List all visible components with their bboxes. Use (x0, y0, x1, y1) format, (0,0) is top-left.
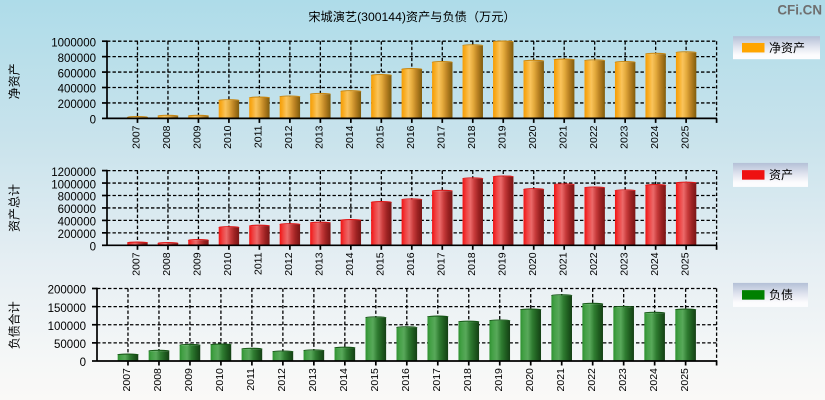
svg-text:2020: 2020 (524, 368, 536, 392)
svg-text:1200000: 1200000 (51, 167, 96, 179)
svg-text:50000: 50000 (54, 339, 86, 351)
svg-text:100000: 100000 (48, 321, 86, 333)
svg-text:0: 0 (80, 357, 86, 369)
svg-text:2017: 2017 (435, 125, 447, 149)
svg-text:2016: 2016 (400, 368, 412, 392)
svg-text:800000: 800000 (58, 53, 96, 65)
svg-text:200000: 200000 (58, 229, 96, 241)
svg-text:负债合计: 负债合计 (7, 301, 22, 349)
svg-text:2019: 2019 (493, 368, 505, 392)
svg-text:800000: 800000 (58, 192, 96, 204)
svg-text:2022: 2022 (586, 368, 598, 392)
svg-text:0: 0 (90, 115, 96, 127)
svg-text:2025: 2025 (679, 252, 691, 276)
svg-text:2024: 2024 (649, 252, 661, 276)
svg-text:2016: 2016 (405, 252, 417, 276)
svg-text:2007: 2007 (131, 252, 143, 276)
svg-text:2021: 2021 (557, 252, 569, 276)
svg-text:2023: 2023 (618, 125, 630, 149)
svg-text:2018: 2018 (462, 368, 474, 392)
svg-text:资产: 资产 (769, 168, 793, 182)
svg-text:2013: 2013 (307, 368, 319, 392)
svg-text:200000: 200000 (48, 285, 86, 297)
svg-text:2009: 2009 (192, 252, 204, 276)
svg-text:2013: 2013 (314, 125, 326, 149)
svg-text:2020: 2020 (527, 125, 539, 149)
svg-text:600000: 600000 (58, 68, 96, 80)
svg-text:2019: 2019 (496, 252, 508, 276)
svg-text:150000: 150000 (48, 303, 86, 315)
svg-text:200000: 200000 (58, 99, 96, 111)
svg-text:2024: 2024 (649, 125, 661, 149)
svg-text:2014: 2014 (344, 252, 356, 276)
svg-text:2012: 2012 (276, 368, 288, 392)
svg-text:2011: 2011 (253, 252, 265, 275)
svg-text:2022: 2022 (588, 252, 600, 276)
svg-text:2012: 2012 (283, 252, 295, 276)
svg-text:2025: 2025 (679, 125, 691, 149)
svg-text:2009: 2009 (183, 368, 195, 392)
svg-text:2012: 2012 (283, 125, 295, 149)
svg-text:2017: 2017 (435, 252, 447, 276)
svg-text:600000: 600000 (58, 204, 96, 216)
svg-text:400000: 400000 (58, 217, 96, 229)
svg-text:2021: 2021 (557, 125, 569, 149)
svg-text:2011: 2011 (253, 125, 265, 148)
svg-text:1000000: 1000000 (51, 179, 96, 191)
svg-text:2023: 2023 (617, 368, 629, 392)
svg-text:2018: 2018 (466, 125, 478, 149)
svg-text:2018: 2018 (466, 252, 478, 276)
svg-text:400000: 400000 (58, 84, 96, 96)
svg-text:2008: 2008 (161, 252, 173, 276)
svg-text:2025: 2025 (679, 368, 691, 392)
svg-text:2024: 2024 (648, 368, 660, 392)
svg-text:2015: 2015 (369, 368, 381, 392)
svg-text:2022: 2022 (588, 125, 600, 149)
svg-text:1000000: 1000000 (51, 37, 96, 49)
svg-text:2009: 2009 (192, 125, 204, 149)
svg-text:2008: 2008 (152, 368, 164, 392)
svg-text:2020: 2020 (527, 252, 539, 276)
svg-text:2015: 2015 (374, 125, 386, 149)
svg-text:2023: 2023 (618, 252, 630, 276)
svg-text:2021: 2021 (555, 368, 567, 392)
svg-text:2017: 2017 (431, 368, 443, 392)
svg-text:2007: 2007 (121, 368, 133, 392)
svg-text:0: 0 (90, 242, 96, 254)
svg-text:2007: 2007 (131, 125, 143, 149)
svg-text:净资产: 净资产 (8, 63, 22, 99)
svg-text:2013: 2013 (314, 252, 326, 276)
svg-text:负债: 负债 (769, 288, 793, 302)
svg-text:2010: 2010 (222, 252, 234, 276)
svg-text:CFi.CN: CFi.CN (777, 2, 822, 17)
svg-text:2010: 2010 (222, 125, 234, 149)
svg-text:2019: 2019 (496, 125, 508, 149)
svg-text:2016: 2016 (405, 125, 417, 149)
svg-text:2010: 2010 (214, 368, 226, 392)
svg-text:2015: 2015 (374, 252, 386, 276)
svg-text:2008: 2008 (161, 125, 173, 149)
svg-text:2014: 2014 (338, 368, 350, 392)
svg-text:2014: 2014 (344, 125, 356, 149)
svg-text:净资产: 净资产 (769, 41, 805, 55)
svg-text:宋城演艺(300144)资产与负债（万元）: 宋城演艺(300144)资产与负债（万元） (308, 9, 515, 24)
svg-text:2011: 2011 (245, 368, 257, 391)
svg-text:资产总计: 资产总计 (8, 184, 22, 232)
